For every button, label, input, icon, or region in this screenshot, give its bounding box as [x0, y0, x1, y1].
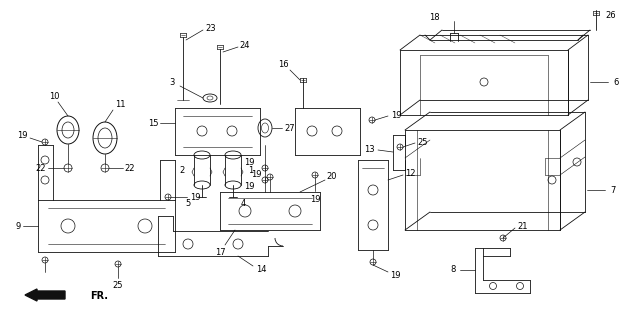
- Text: 19: 19: [391, 110, 401, 119]
- Text: 3: 3: [170, 77, 175, 86]
- Text: 14: 14: [256, 266, 266, 275]
- Text: 16: 16: [278, 60, 288, 68]
- Text: 4: 4: [241, 198, 246, 207]
- Text: 5: 5: [185, 198, 191, 207]
- Text: 8: 8: [450, 266, 456, 275]
- Text: 25: 25: [113, 282, 123, 291]
- Text: 26: 26: [605, 11, 616, 20]
- Text: 23: 23: [206, 23, 216, 33]
- Text: 21: 21: [517, 221, 528, 230]
- Text: 19: 19: [190, 193, 200, 202]
- Text: 9: 9: [15, 221, 21, 230]
- Text: 19: 19: [244, 181, 254, 190]
- FancyArrow shape: [25, 289, 65, 301]
- Text: 19: 19: [390, 270, 400, 279]
- Text: 25: 25: [418, 138, 428, 147]
- Text: 6: 6: [614, 77, 619, 86]
- Text: 19: 19: [251, 170, 261, 179]
- Text: 15: 15: [148, 118, 158, 127]
- Text: 18: 18: [429, 12, 440, 21]
- Text: 27: 27: [284, 124, 295, 132]
- Text: 2: 2: [180, 165, 185, 174]
- Text: 17: 17: [215, 247, 225, 257]
- Text: 12: 12: [405, 169, 415, 178]
- Text: 22: 22: [125, 164, 135, 172]
- Text: 1: 1: [249, 165, 254, 174]
- Text: 19: 19: [310, 195, 320, 204]
- Text: FR.: FR.: [90, 291, 108, 301]
- Text: 19: 19: [244, 157, 254, 166]
- Text: 11: 11: [115, 100, 125, 108]
- Text: 13: 13: [364, 145, 374, 154]
- Text: 19: 19: [17, 131, 27, 140]
- Text: 10: 10: [49, 92, 59, 100]
- Text: 20: 20: [327, 172, 337, 180]
- Text: 22: 22: [36, 164, 46, 172]
- Text: 7: 7: [610, 186, 615, 195]
- Text: 24: 24: [240, 41, 250, 50]
